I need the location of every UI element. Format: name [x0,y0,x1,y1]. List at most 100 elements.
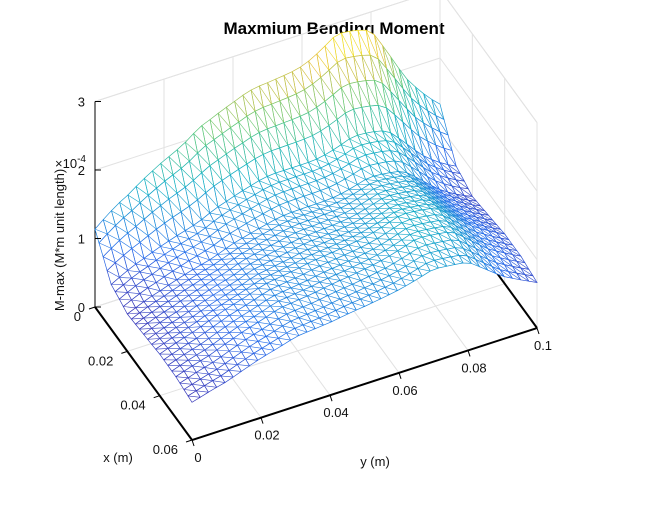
surface-diagonal [398,138,412,154]
surface-diagonal [226,201,239,205]
surface-diagonal [479,228,493,237]
surface-diagonal [278,285,292,289]
surface-diagonal [320,77,334,95]
surface-diagonal [348,231,362,233]
surface-diagonal [123,284,136,287]
surface-diagonal [402,197,415,202]
surface-diagonal [152,274,165,277]
surface-diagonal [439,162,453,173]
surface-diagonal [369,165,383,175]
surface-diagonal [275,125,289,146]
surface-diagonal [345,153,358,159]
surface-diagonal [390,132,403,148]
surface-diagonal [496,232,509,240]
surface-diagonal [192,384,205,386]
surface-diagonal [233,289,247,291]
surface-diagonal [520,267,534,277]
surface-diagonal [164,276,177,281]
surface-diagonal [291,119,305,140]
surface-diagonal [467,207,481,215]
surface-diagonal [340,221,353,224]
surface-diagonal [204,385,217,388]
surface-diagonal [479,244,493,257]
surface-diagonal [356,272,369,277]
surface-diagonal [279,147,293,168]
surface-diagonal [427,140,440,163]
surface-diagonal [254,158,268,177]
surface-diagonal [254,218,268,225]
surface-diagonal [279,181,292,190]
surface-diagonal [472,204,485,211]
grid-line [439,57,538,192]
surface-diagonal [176,235,190,239]
surface-diagonal [410,177,424,187]
surface-diagonal [484,218,497,225]
surface-diagonal [316,53,330,71]
surface-diagonal [308,60,322,78]
surface-diagonal [279,224,292,228]
surface-diagonal [431,172,444,184]
surface-diagonal [373,248,386,251]
surface-diagonal [430,190,444,200]
surface-diagonal [414,161,428,177]
surface-diagonal [184,251,198,257]
surface-diagonal [381,198,395,201]
surface-diagonal [439,199,452,210]
surface-diagonal [504,243,517,251]
surface-diagonal [487,259,501,270]
y-tick-label: 0.02 [254,428,279,443]
surface-diagonal [483,242,497,252]
surface-diagonal [241,332,254,335]
surface-diagonal [258,203,272,210]
surface-diagonal [430,200,444,210]
y-tick-label: 0.1 [534,338,552,353]
surface-diagonal [180,243,194,248]
surface-diagonal [369,213,382,215]
surface-diagonal [319,317,332,322]
surface-diagonal [343,306,357,311]
surface-diagonal [312,193,325,202]
surface-diagonal [446,221,460,232]
surface-diagonal [337,62,350,84]
surface-diagonal [463,229,476,240]
surface-diagonal [307,263,320,267]
surface-diagonal [508,248,522,257]
surface-diagonal [381,279,394,284]
surface-diagonal [393,212,407,214]
surface-diagonal [414,117,428,142]
surface-diagonal [368,294,381,299]
surface-diagonal [119,277,132,279]
surface-diagonal [250,263,263,266]
surface-diagonal [160,268,173,272]
surface-diagonal [262,213,276,220]
z-axis-ticks: 0 1 2 3 [78,95,101,315]
surface-diagonal [295,93,309,113]
surface-diagonal [217,206,231,211]
surface-diagonal [455,213,468,223]
surface-diagonal [217,159,231,175]
surface-diagonal [459,223,472,235]
surface-diagonal [193,180,206,194]
surface-diagonal [402,147,416,163]
surface-diagonal [402,121,416,151]
surface-diagonal [213,221,227,225]
surface-diagonal [258,273,271,276]
surface-diagonal [488,223,501,230]
surface-diagonal [475,259,488,271]
surface-diagonal [229,350,242,353]
surface-diagonal [345,58,358,82]
surface-diagonal [312,171,325,178]
surface-diagonal [324,214,337,217]
surface-diagonal [443,148,457,167]
surface-diagonal [201,219,214,222]
surface-diagonal [266,223,280,226]
surface-diagonal [303,289,316,293]
x-tick-label: 0.06 [153,442,178,457]
surface-diagonal [294,328,308,333]
surface-diagonal [348,217,362,220]
y-axis-ticks: 0 0.02 0.04 0.06 0.08 0.1 [191,327,552,465]
y-tick-label: 0.04 [323,405,348,420]
surface-diagonal [422,191,436,201]
surface-diagonal [373,217,386,219]
surface-diagonal [299,283,312,287]
